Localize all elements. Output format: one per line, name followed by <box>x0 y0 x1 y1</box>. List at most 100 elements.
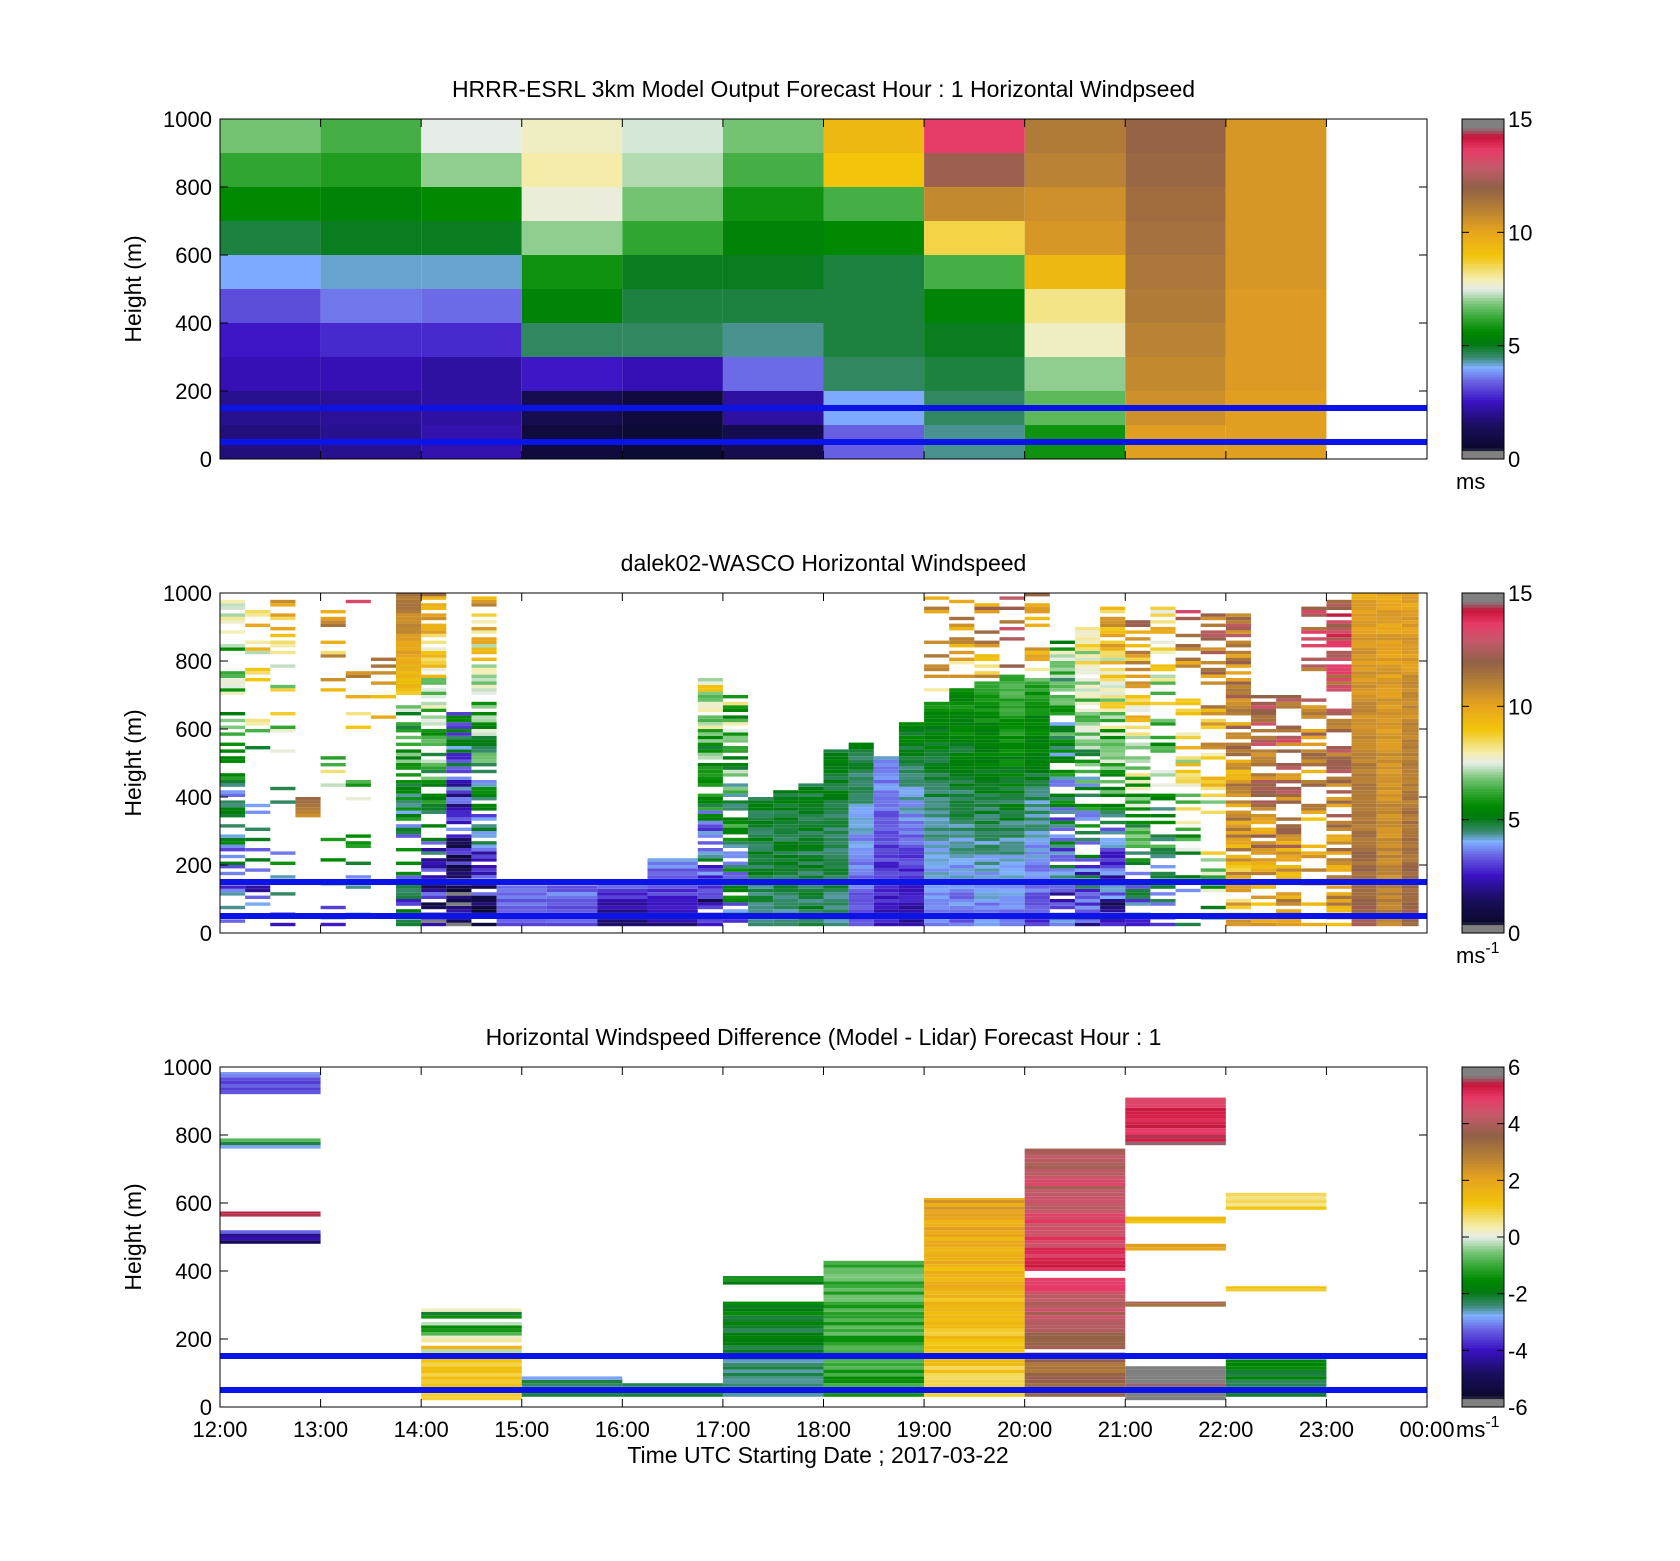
heatmap-cell <box>722 888 749 893</box>
heatmap-cell <box>823 1373 925 1377</box>
heatmap-cell <box>1074 739 1101 743</box>
heatmap-cell <box>798 844 824 848</box>
heatmap-cell <box>1250 701 1277 706</box>
heatmap-cell <box>1351 749 1377 753</box>
heatmap-cell <box>1125 667 1151 672</box>
heatmap-cell <box>748 814 774 818</box>
colorbar-swatch <box>1462 1072 1504 1077</box>
heatmap-cell <box>798 841 824 845</box>
heatmap-cell <box>898 871 925 876</box>
heatmap-cell <box>773 888 799 893</box>
heatmap-cell <box>1351 841 1377 845</box>
heatmap-cell <box>1401 708 1419 712</box>
heatmap-cell <box>1401 827 1419 831</box>
heatmap-cell <box>421 633 447 638</box>
heatmap-cell <box>848 851 874 855</box>
heatmap-cell <box>446 776 472 780</box>
heatmap-cell <box>1175 756 1201 760</box>
colorbar-swatch <box>1462 456 1504 460</box>
heatmap-cell <box>974 708 1000 712</box>
heatmap-cell <box>722 868 749 872</box>
heatmap-cell <box>873 902 899 906</box>
colorbar-swatch <box>1462 1174 1504 1179</box>
heatmap-cell <box>1074 780 1101 784</box>
y-axis-label: Height (m) <box>120 1183 146 1290</box>
heatmap-cell <box>396 603 422 607</box>
heatmap-cell <box>396 786 422 791</box>
heatmap-cell <box>1125 1107 1226 1112</box>
colorbar-swatch <box>1462 780 1504 784</box>
heatmap-cell <box>1250 834 1277 838</box>
heatmap-cell <box>722 119 824 153</box>
heatmap-cell <box>421 739 447 743</box>
x-tick-label: 22:00 <box>1198 1417 1253 1442</box>
heatmap-cell <box>798 885 824 889</box>
heatmap-cell <box>798 831 824 835</box>
heatmap-cell <box>396 875 422 879</box>
heatmap-cell <box>1401 834 1419 838</box>
heatmap-cell <box>270 861 296 865</box>
heatmap-cell <box>1326 837 1352 842</box>
heatmap-cell <box>1250 803 1277 808</box>
heatmap-cell <box>1276 773 1302 777</box>
heatmap-cell <box>1024 759 1050 763</box>
heatmap-cell <box>1351 909 1377 913</box>
heatmap-cell <box>949 691 975 695</box>
heatmap-cell <box>823 752 849 757</box>
heatmap-cell <box>1250 793 1277 797</box>
heatmap-cell <box>220 1233 321 1237</box>
heatmap-cell <box>823 773 849 777</box>
heatmap-cell <box>1351 650 1377 655</box>
colorbar-swatch <box>1462 649 1504 654</box>
heatmap-cell <box>722 909 749 913</box>
heatmap-cell <box>1074 718 1101 723</box>
heatmap-cell <box>1376 746 1402 750</box>
heatmap-cell <box>1250 922 1277 927</box>
heatmap-cell <box>823 837 849 842</box>
heatmap-cell <box>722 701 749 706</box>
heatmap-cell <box>1401 623 1419 627</box>
heatmap-cell <box>697 763 723 767</box>
heatmap-cell <box>220 888 246 893</box>
heatmap-cell <box>1401 895 1419 899</box>
heatmap-cell <box>924 1216 1025 1220</box>
heatmap-cell <box>1326 858 1352 862</box>
heatmap-cell <box>446 905 472 910</box>
heatmap-cell <box>999 892 1025 896</box>
colorbar-swatch <box>1462 314 1504 318</box>
heatmap-cell <box>345 671 371 675</box>
heatmap-cell <box>1125 1216 1226 1220</box>
heatmap-cell <box>220 1073 321 1078</box>
colorbar-swatch <box>1462 221 1504 225</box>
colorbar-frame <box>1461 592 1505 934</box>
heatmap-cell <box>1301 613 1327 617</box>
heatmap-cell <box>1401 644 1419 648</box>
heatmap-cell <box>320 678 346 682</box>
heatmap-cell <box>1250 790 1277 794</box>
heatmap-cell <box>748 885 774 889</box>
heatmap-cell <box>421 613 447 617</box>
heatmap-cell <box>1225 1286 1327 1288</box>
heatmap-cell <box>1401 922 1419 927</box>
heatmap-cell <box>1225 691 1251 695</box>
heatmap-cell <box>924 725 950 729</box>
heatmap-cell <box>1276 909 1302 913</box>
colorbar-swatch <box>1462 1370 1504 1374</box>
heatmap-cell <box>1301 749 1327 753</box>
heatmap-cell <box>1024 909 1050 913</box>
heatmap-cell <box>924 1206 1025 1210</box>
heatmap-cell <box>1376 623 1402 627</box>
heatmap-cell <box>974 844 1000 848</box>
heatmap-cell <box>471 596 497 600</box>
colorbar-swatch <box>1462 797 1504 801</box>
heatmap-cell <box>924 752 950 757</box>
heatmap-cell <box>1225 773 1251 777</box>
heatmap-cell <box>924 1349 1025 1353</box>
heatmap-cell <box>898 837 925 842</box>
heatmap-cell <box>974 681 1000 685</box>
heatmap-cell <box>798 810 824 814</box>
heatmap-cell <box>1074 865 1101 869</box>
heatmap-cell <box>1301 715 1327 719</box>
heatmap-cell <box>1125 654 1151 658</box>
heatmap-cell <box>1351 899 1377 903</box>
